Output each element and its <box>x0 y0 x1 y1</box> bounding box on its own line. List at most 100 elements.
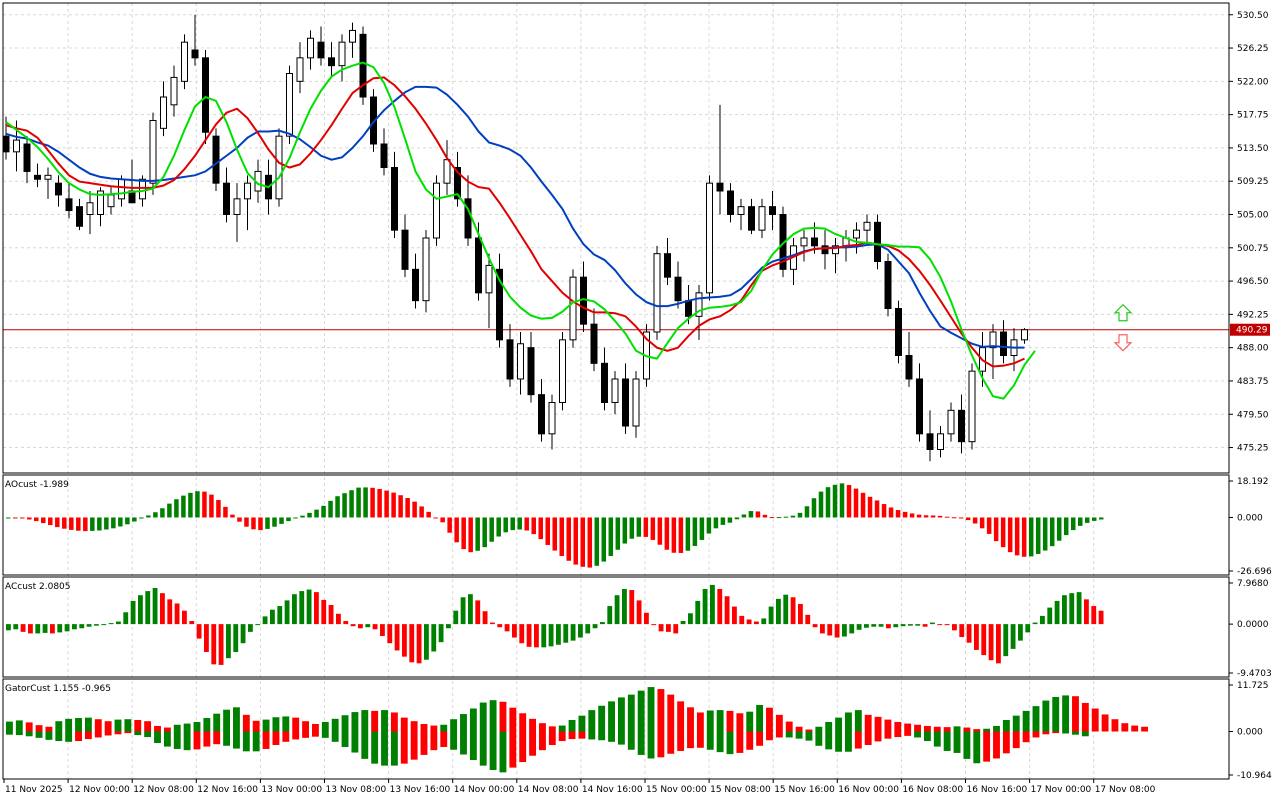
candle-bull <box>947 409 955 435</box>
ac-bar <box>50 624 55 634</box>
candle-bull <box>653 253 661 333</box>
candle-bear <box>380 143 388 168</box>
gator-upper-bar <box>65 718 73 732</box>
ac-bar <box>900 624 906 627</box>
ao-bar <box>790 515 796 518</box>
candle-bear <box>884 261 892 309</box>
ac-bar <box>1018 624 1023 641</box>
ac-bar <box>732 606 737 625</box>
gator-upper-bar <box>1121 723 1129 732</box>
gator-lower-bar <box>706 731 714 750</box>
gator-lower-bar <box>627 731 635 750</box>
ac-bar <box>790 597 796 625</box>
ac-bar <box>805 614 811 625</box>
price-tick-label: 509.25 <box>1237 177 1269 187</box>
ao-bar <box>559 517 565 556</box>
ao-bar <box>1049 517 1055 547</box>
candle-bear <box>538 394 545 435</box>
ao-bar <box>251 517 256 530</box>
gator-lower-bar <box>637 731 645 755</box>
gator-upper-bar <box>1062 695 1070 732</box>
ac-panel[interactable] <box>6 584 1104 665</box>
candle-bear <box>895 308 902 356</box>
ac-bar <box>145 591 151 625</box>
time-axis-label: 14 Nov 16:00 <box>582 785 643 795</box>
gator-lower-bar <box>933 731 941 747</box>
ac-bar <box>460 597 466 625</box>
gator-upper-bar <box>874 716 882 732</box>
gator-upper-bar <box>657 689 665 732</box>
ac-bar <box>270 609 275 625</box>
gator-upper-bar <box>914 724 921 732</box>
ao-bar <box>1063 517 1069 536</box>
gator-lower-bar <box>233 731 240 749</box>
ao-bar <box>538 517 543 540</box>
gator-lower-bar <box>1072 731 1079 735</box>
ao-bar <box>580 517 586 567</box>
candle-bull <box>160 96 167 129</box>
gator-lower-bar <box>410 731 418 760</box>
gator-upper-bar <box>75 718 82 732</box>
gator-upper-bar <box>617 697 625 732</box>
ao-panel[interactable] <box>6 483 1104 568</box>
ao-bar <box>636 517 642 537</box>
gator-upper-bar <box>884 719 892 732</box>
gator-panel[interactable] <box>6 687 1148 773</box>
ac-bar <box>548 624 554 647</box>
ao-bar <box>517 517 522 530</box>
candle-bear <box>874 221 881 262</box>
ac-tick-label: 7.9680 <box>1237 579 1269 589</box>
gator-lower-bar <box>1022 731 1030 743</box>
ao-bar <box>356 487 361 518</box>
candle-bull <box>149 120 157 184</box>
gator-upper-bar <box>973 729 981 732</box>
candle-bear <box>76 206 83 227</box>
ac-bar <box>1025 624 1031 633</box>
ao-bar <box>1077 517 1083 526</box>
ao-bar <box>377 489 382 518</box>
price-tick-label: 496.50 <box>1237 277 1269 287</box>
ac-bar <box>94 624 99 626</box>
ao-bar <box>160 508 165 518</box>
price-panel[interactable] <box>2 14 1229 462</box>
gator-lower-bar <box>45 731 53 740</box>
ac-bar <box>226 624 231 659</box>
candle-bull <box>349 29 356 43</box>
candle-bull <box>118 178 125 200</box>
candle-bull <box>800 237 808 247</box>
ac-bar <box>856 624 862 630</box>
ac-bar <box>284 600 290 625</box>
gator-lower-bar <box>815 731 823 746</box>
gator-lower-bar <box>272 731 280 745</box>
ao-bar <box>41 517 46 524</box>
ac-bar <box>1076 592 1082 625</box>
ao-bar <box>1091 517 1097 521</box>
ac-bar <box>1032 622 1038 625</box>
gator-lower-bar <box>825 731 833 750</box>
time-axis-label: 13 Nov 16:00 <box>390 785 451 795</box>
candle-bull <box>832 245 839 255</box>
gator-upper-bar <box>469 708 477 732</box>
gator-lower-bar <box>292 731 300 740</box>
candle-bull <box>548 402 556 435</box>
ac-bar <box>849 624 855 634</box>
gator-upper-bar <box>923 725 931 732</box>
ac-bar <box>886 624 891 629</box>
gator-upper-bar <box>953 726 961 732</box>
ac-bar <box>512 624 517 638</box>
ao-bar <box>503 517 508 533</box>
time-axis-label: 12 Nov 08:00 <box>133 785 194 795</box>
price-tick-label: 488.00 <box>1237 344 1269 354</box>
ao-bar <box>335 496 340 518</box>
ac-bar <box>160 593 165 625</box>
ac-bar <box>233 624 239 652</box>
ac-bar <box>204 624 209 652</box>
gator-upper-bar <box>479 702 487 732</box>
gator-lower-bar <box>469 731 477 761</box>
gator-lower-bar <box>608 731 615 742</box>
gator-upper-bar <box>588 710 596 732</box>
gator-upper-bar <box>154 725 161 732</box>
time-axis-label: 15 Nov 16:00 <box>774 785 835 795</box>
